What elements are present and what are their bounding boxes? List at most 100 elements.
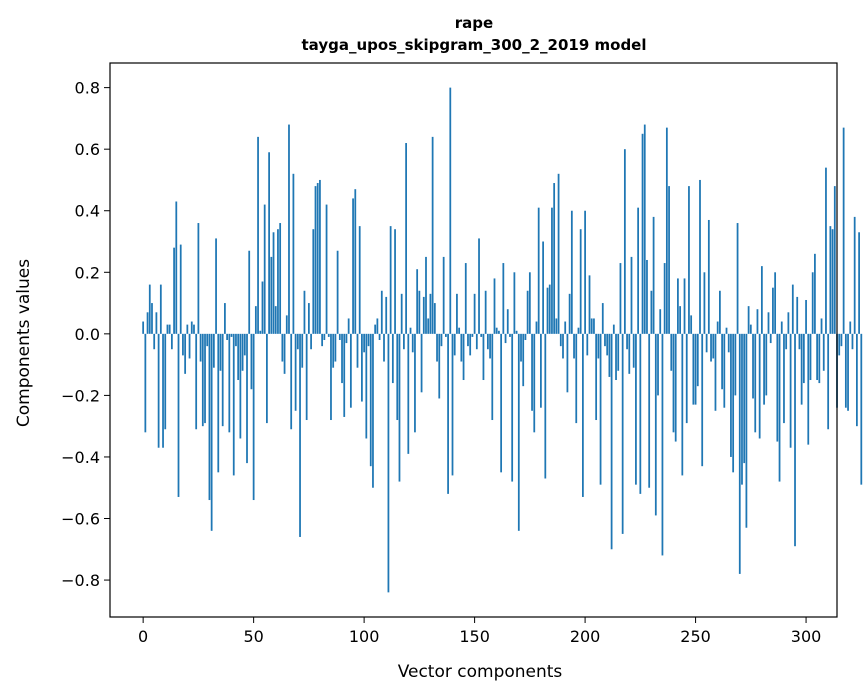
x-tick-label: 100 bbox=[349, 627, 380, 646]
bar-294 bbox=[791, 284, 794, 334]
bar-66 bbox=[288, 124, 290, 334]
bar-159 bbox=[493, 278, 496, 334]
bar-110 bbox=[385, 296, 388, 334]
bar-63 bbox=[281, 333, 284, 362]
bar-71 bbox=[299, 333, 301, 537]
bar-64 bbox=[283, 333, 286, 374]
bar-15 bbox=[175, 201, 178, 334]
bar-6 bbox=[155, 312, 158, 334]
bar-1 bbox=[144, 333, 147, 433]
bar-185 bbox=[551, 207, 553, 334]
bar-268 bbox=[734, 333, 737, 396]
bar-29 bbox=[206, 333, 209, 347]
bar-58 bbox=[270, 256, 273, 334]
bar-187 bbox=[555, 318, 558, 334]
bar-55 bbox=[263, 204, 266, 334]
bar-44 bbox=[239, 333, 242, 439]
bar-282 bbox=[765, 333, 768, 396]
bar-321 bbox=[851, 333, 854, 350]
y-axis-label: Components values bbox=[14, 259, 34, 427]
bar-232 bbox=[654, 333, 657, 516]
bar-309 bbox=[825, 167, 827, 334]
bar-163 bbox=[502, 263, 505, 334]
y-tick-label: −0.2 bbox=[61, 386, 100, 405]
bar-276 bbox=[752, 333, 754, 399]
bar-49 bbox=[250, 333, 253, 390]
bar-190 bbox=[562, 333, 564, 359]
bar-171 bbox=[520, 333, 522, 362]
bar-291 bbox=[785, 333, 788, 350]
bar-107 bbox=[378, 333, 381, 340]
bar-164 bbox=[504, 333, 507, 344]
bar-198 bbox=[579, 229, 582, 334]
bar-147 bbox=[467, 333, 469, 347]
bar-65 bbox=[285, 315, 288, 334]
bar-146 bbox=[464, 263, 467, 334]
bar-302 bbox=[809, 333, 812, 381]
bar-137 bbox=[444, 333, 447, 337]
bar-132 bbox=[433, 303, 436, 334]
bar-75 bbox=[307, 303, 310, 334]
bar-51 bbox=[254, 306, 257, 334]
bar-243 bbox=[679, 306, 681, 334]
bar-72 bbox=[301, 333, 304, 368]
bar-70 bbox=[296, 333, 299, 350]
bar-273 bbox=[745, 333, 748, 528]
bar-39 bbox=[228, 333, 231, 433]
x-tick-label: 250 bbox=[680, 627, 711, 646]
bar-89 bbox=[338, 333, 341, 340]
bar-116 bbox=[398, 333, 401, 482]
bar-23 bbox=[193, 324, 195, 334]
bar-289 bbox=[780, 321, 783, 334]
bar-11 bbox=[166, 324, 169, 334]
x-axis-ticks: 0 50 100 150 200 250 300 bbox=[138, 617, 821, 646]
bar-27 bbox=[201, 333, 204, 427]
bar-101 bbox=[365, 333, 368, 439]
bar-142 bbox=[456, 293, 458, 334]
bar-221 bbox=[630, 256, 633, 334]
bar-288 bbox=[778, 333, 781, 482]
bar-139 bbox=[449, 87, 452, 334]
bar-258 bbox=[712, 333, 715, 359]
bar-325 bbox=[860, 333, 863, 485]
bar-297 bbox=[798, 333, 801, 350]
bar-50 bbox=[252, 333, 255, 501]
bar-271 bbox=[741, 333, 743, 485]
bar-131 bbox=[431, 136, 434, 334]
bar-156 bbox=[486, 333, 489, 350]
bar-280 bbox=[760, 266, 763, 334]
bar-158 bbox=[491, 333, 494, 421]
bar-126 bbox=[420, 333, 423, 393]
bar-20 bbox=[186, 324, 189, 334]
bar-304 bbox=[814, 253, 816, 334]
bar-209 bbox=[604, 333, 606, 347]
bar-235 bbox=[661, 333, 664, 556]
bar-97 bbox=[356, 333, 359, 368]
bar-237 bbox=[665, 127, 668, 334]
bar-133 bbox=[436, 333, 438, 362]
x-tick-label: 300 bbox=[791, 627, 822, 646]
bar-67 bbox=[290, 333, 293, 430]
bar-98 bbox=[358, 226, 361, 334]
bar-25 bbox=[197, 223, 200, 334]
bar-182 bbox=[544, 333, 547, 479]
bar-299 bbox=[802, 333, 805, 384]
bar-95 bbox=[352, 198, 354, 334]
bar-41 bbox=[232, 333, 235, 476]
bar-216 bbox=[619, 263, 622, 334]
bar-78 bbox=[314, 186, 317, 334]
bar-234 bbox=[659, 309, 662, 334]
bar-153 bbox=[480, 333, 483, 337]
bar-307 bbox=[820, 318, 823, 334]
bar-239 bbox=[670, 333, 673, 371]
x-tick-label: 150 bbox=[459, 627, 490, 646]
bar-57 bbox=[268, 152, 270, 334]
bar-88 bbox=[336, 250, 339, 334]
bar-162 bbox=[500, 333, 503, 473]
bar-215 bbox=[617, 333, 620, 371]
bar-213 bbox=[612, 324, 615, 334]
bar-319 bbox=[847, 333, 849, 411]
bar-28 bbox=[204, 333, 206, 424]
bar-210 bbox=[606, 333, 609, 356]
bar-272 bbox=[743, 333, 746, 464]
